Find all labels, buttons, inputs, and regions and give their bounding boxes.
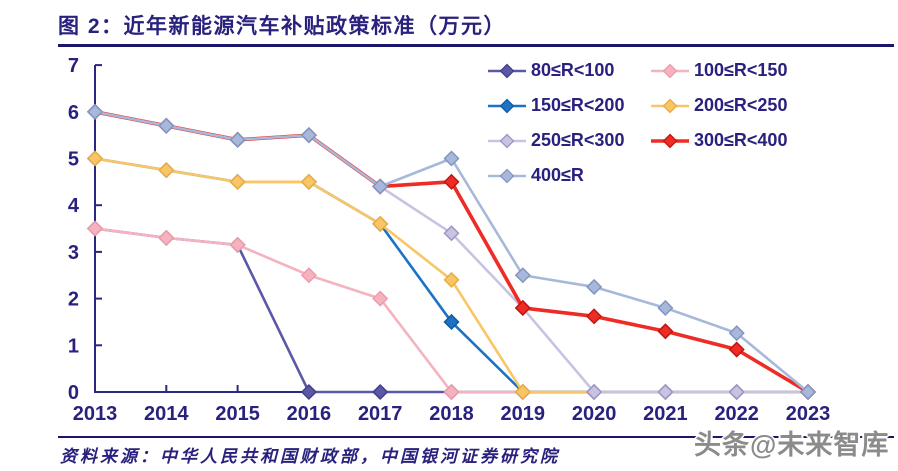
chart-legend: 80≤R<100 100≤R<150 150≤R<200 200≤R<250 250≤R… xyxy=(487,57,828,189)
data-point-marker xyxy=(499,133,515,148)
data-point-marker xyxy=(443,225,460,242)
x-axis-label: 2019 xyxy=(501,403,546,425)
data-point-marker xyxy=(443,313,460,331)
legend-marker-icon xyxy=(651,133,689,148)
legend-label: 250≤R<300 xyxy=(531,130,625,150)
legend-label: 80≤R<100 xyxy=(531,60,615,80)
legend-item-5: 250≤R<300 xyxy=(487,127,650,154)
data-point-marker xyxy=(158,229,175,246)
data-point-marker xyxy=(86,103,104,120)
x-axis-label: 2017 xyxy=(358,403,403,425)
legend-item-1: 80≤R<100 xyxy=(487,57,650,84)
legend-marker-icon xyxy=(488,168,526,183)
data-point-marker xyxy=(499,168,515,183)
y-axis-label: 6 xyxy=(68,102,79,124)
data-point-marker xyxy=(728,383,745,401)
legend-label: 200≤R<250 xyxy=(694,95,788,115)
legend-marker-icon xyxy=(488,98,526,113)
x-axis-label: 2023 xyxy=(786,403,831,425)
legend-item-6: 300≤R<400 xyxy=(650,127,828,154)
x-axis-label: 2022 xyxy=(714,403,759,425)
legend-item-2: 100≤R<150 xyxy=(650,57,828,84)
data-point-marker xyxy=(657,323,674,340)
data-point-marker xyxy=(300,383,317,401)
data-point-marker xyxy=(514,383,531,401)
data-point-marker xyxy=(86,150,104,167)
data-point-marker xyxy=(443,150,460,167)
legend-label: 400≤R xyxy=(531,165,584,185)
data-point-marker xyxy=(514,299,531,317)
data-point-marker xyxy=(158,162,175,179)
data-point-marker xyxy=(499,63,515,78)
data-point-marker xyxy=(229,236,246,253)
data-point-marker xyxy=(443,271,460,288)
y-axis-label: 5 xyxy=(68,149,79,171)
data-point-marker xyxy=(229,131,246,148)
legend-marker-icon xyxy=(488,63,526,78)
watermark: 头条@未来智库 xyxy=(694,430,890,460)
legend-item-3: 150≤R<200 xyxy=(487,92,650,119)
series-400≤R xyxy=(86,103,817,401)
series-80≤R<100 xyxy=(86,220,817,401)
data-point-marker xyxy=(229,173,246,190)
x-axis-label: 2013 xyxy=(73,403,118,425)
legend-marker-icon xyxy=(651,63,689,78)
y-axis-label: 4 xyxy=(68,195,80,217)
data-point-marker xyxy=(443,383,460,401)
legend-item-7: 400≤R xyxy=(487,162,650,189)
data-point-marker xyxy=(728,325,745,342)
data-point-marker xyxy=(662,63,678,78)
data-point-marker xyxy=(300,127,317,144)
data-point-marker xyxy=(372,215,389,232)
data-point-marker xyxy=(300,267,317,284)
legend-label: 300≤R<400 xyxy=(694,130,788,150)
y-axis-label: 1 xyxy=(68,335,79,357)
data-point-marker xyxy=(662,98,678,113)
data-point-marker xyxy=(86,220,104,237)
figure-title: 图 2：近年新能源汽车补贴政策标准（万元） xyxy=(58,15,507,38)
data-point-marker xyxy=(372,290,389,307)
data-point-marker xyxy=(372,383,389,401)
data-point-marker xyxy=(372,178,389,195)
y-axis-label: 0 xyxy=(68,382,79,404)
data-point-marker xyxy=(499,98,515,113)
x-axis-label: 2021 xyxy=(643,403,688,425)
x-axis-label: 2016 xyxy=(287,403,332,425)
data-point-marker xyxy=(158,117,175,134)
data-point-marker xyxy=(657,383,674,401)
data-point-marker xyxy=(300,173,317,190)
x-axis-label: 2014 xyxy=(144,403,189,425)
title-divider xyxy=(58,44,894,47)
x-axis-label: 2018 xyxy=(429,403,474,425)
legend-item-4: 200≤R<250 xyxy=(650,92,828,119)
x-axis-label: 2020 xyxy=(572,403,617,425)
data-point-marker xyxy=(586,308,603,325)
legend-marker-icon xyxy=(488,133,526,148)
y-axis-label: 2 xyxy=(68,289,79,311)
legend-label: 150≤R<200 xyxy=(531,95,625,115)
legend-label: 100≤R<150 xyxy=(694,60,788,80)
data-point-marker xyxy=(799,383,817,401)
source-note: 资料来源：中华人民共和国财政部，中国银河证券研究院 xyxy=(60,447,560,466)
y-axis-label: 7 xyxy=(68,55,79,77)
data-point-marker xyxy=(586,278,603,295)
data-point-marker xyxy=(657,299,674,317)
data-point-marker xyxy=(662,133,678,148)
data-point-marker xyxy=(728,341,745,358)
data-point-marker xyxy=(443,173,460,190)
series-100≤R<150 xyxy=(86,220,817,401)
x-axis-label: 2015 xyxy=(215,403,260,425)
data-point-marker xyxy=(586,383,603,401)
legend-marker-icon xyxy=(651,98,689,113)
axis-labels: 0 1 2 3 4 5 6 7 2013 2014 2015 2016 2017 2018 2019 2020… xyxy=(68,55,830,425)
data-point-marker xyxy=(514,267,531,284)
y-axis-label: 3 xyxy=(68,242,79,264)
footer-divider xyxy=(58,436,894,438)
